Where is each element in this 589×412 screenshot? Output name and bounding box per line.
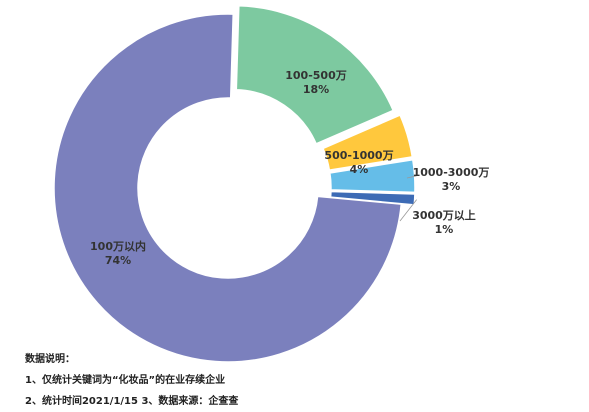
slice-label-4: 3000万以上 1% (412, 208, 476, 236)
notes-line-2: 2、统计时间2021/1/15 3、数据来源：企查查 (25, 396, 239, 407)
slice-labels: 100-500万 18% 500-1000万 4% 1000-3000万 3% 3000万以… (90, 69, 489, 267)
notes-line-1: 1、仅统计关键词为“化妆品”的在业存续企业 (25, 375, 226, 386)
slice-label-value-2: 4% (350, 163, 369, 176)
slice-label-name-5: 100万以内 (90, 239, 146, 253)
slice-label-name-1: 100-500万 (285, 69, 347, 82)
leader-line-3 (406, 175, 417, 179)
slice-label-value-5: 74% (105, 254, 131, 267)
leader-lines (399, 175, 417, 222)
slice-label-value-1: 18% (303, 83, 329, 96)
data-notes: 数据说明： 1、仅统计关键词为“化妆品”的在业存续企业 2、统计时间2021/1… (25, 349, 238, 412)
slice-5 (53, 13, 403, 363)
slice-3 (328, 158, 416, 194)
slice-label-value-4: 1% (435, 223, 454, 236)
notes-heading: 数据说明： (25, 354, 75, 365)
slice-1 (235, 5, 395, 145)
slice-label-3: 1000-3000万 3% (413, 166, 490, 193)
slice-label-name-4: 3000万以上 (412, 208, 476, 222)
leader-line-4 (399, 199, 417, 222)
slice-label-value-3: 3% (442, 180, 461, 193)
slice-2 (322, 114, 414, 172)
donut-slices (53, 5, 416, 363)
slice-label-name-3: 1000-3000万 (413, 166, 490, 179)
slice-label-name-2: 500-1000万 (324, 149, 393, 162)
slice-label-5: 100万以内 74% (90, 239, 146, 267)
slice-label-1: 100-500万 18% (285, 69, 347, 96)
slice-label-2: 500-1000万 4% (324, 149, 393, 176)
